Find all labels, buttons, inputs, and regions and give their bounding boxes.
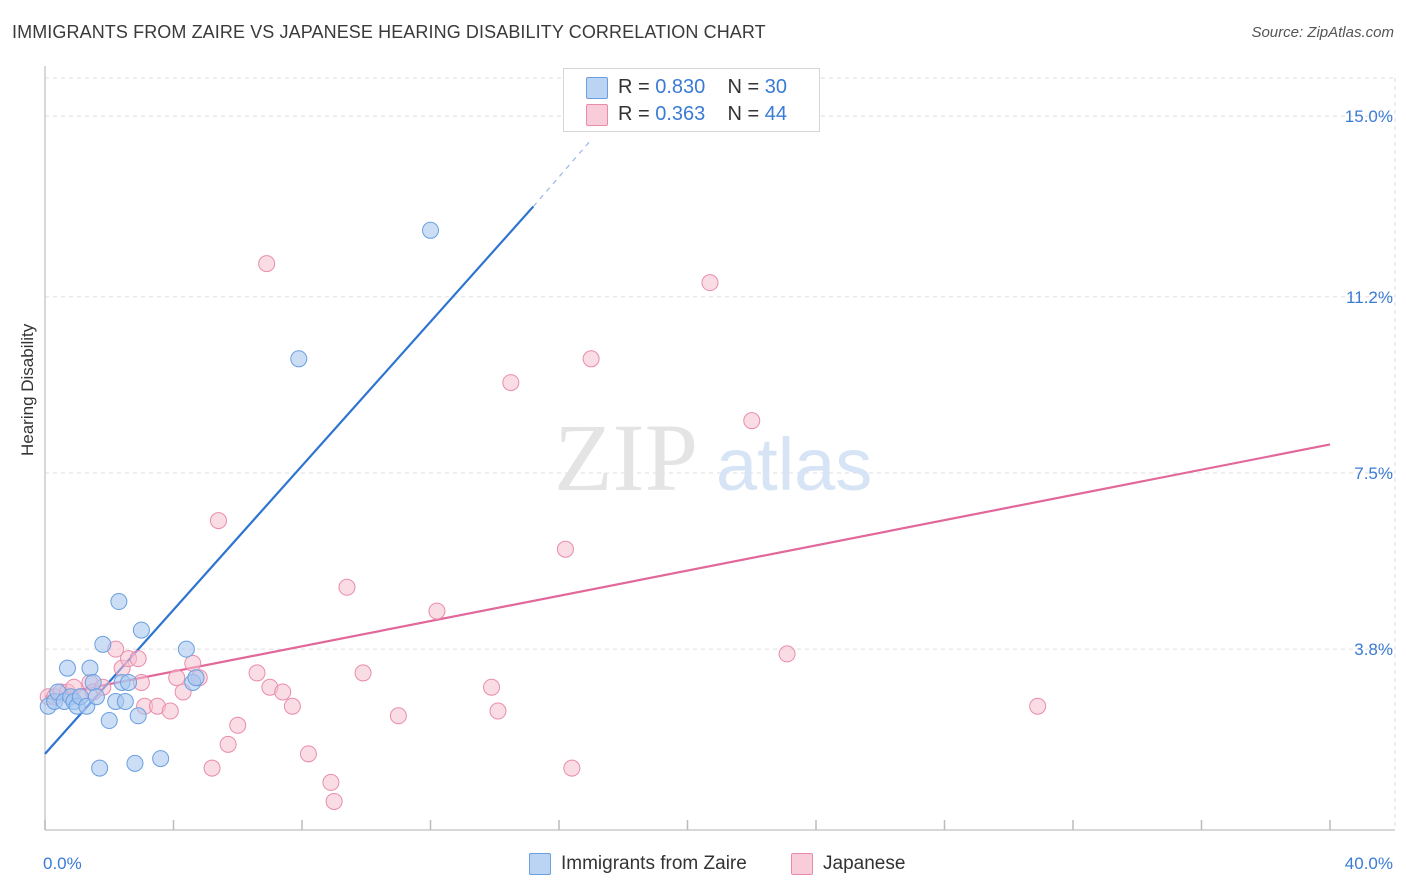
data-point-japanese — [502, 374, 520, 392]
legend-swatch-pink — [791, 853, 813, 875]
legend-r-value: 0.830 — [655, 76, 706, 98]
data-point-japanese — [582, 350, 600, 368]
data-point-japanese — [428, 602, 446, 620]
data-point-japanese — [209, 512, 227, 530]
data-point-japanese — [325, 792, 343, 810]
data-point-japanese — [168, 669, 186, 687]
data-point-japanese — [778, 645, 796, 663]
trend-line-zaire-extension — [532, 139, 592, 207]
source-label: Source: ZipAtlas.com — [1251, 24, 1394, 41]
legend-swatch-blue — [529, 853, 551, 875]
data-point-zaire — [422, 221, 439, 239]
data-point-japanese — [161, 702, 179, 720]
data-point-japanese — [563, 759, 581, 777]
data-point-zaire — [91, 759, 109, 777]
data-point-japanese — [483, 678, 501, 696]
legend-n-value: 44 — [764, 103, 788, 125]
y-tick-label: 7.5% — [1354, 464, 1393, 483]
data-point-zaire — [126, 754, 144, 772]
data-point-zaire — [100, 712, 118, 730]
y-tick-label: 15.0% — [1345, 107, 1393, 126]
data-point-japanese — [1029, 697, 1047, 715]
data-point-zaire — [290, 350, 308, 368]
data-point-japanese — [322, 773, 340, 791]
legend-label-zaire: Immigrants from Zaire — [561, 853, 747, 874]
data-point-japanese — [274, 683, 292, 701]
data-point-japanese — [258, 255, 276, 273]
x-tick-label: 40.0% — [1345, 854, 1393, 873]
data-point-japanese — [203, 759, 221, 777]
data-point-zaire — [116, 692, 134, 710]
x-tick-label: 0.0% — [43, 854, 82, 873]
data-point-zaire — [187, 669, 205, 687]
legend-swatch-pink — [586, 104, 608, 126]
data-point-japanese — [129, 650, 147, 668]
data-point-japanese — [184, 654, 202, 672]
data-points — [39, 221, 1047, 810]
data-point-japanese — [283, 697, 301, 715]
series-legend: Immigrants from Zaire Japanese — [0, 852, 1406, 878]
data-point-japanese — [701, 274, 719, 292]
data-point-japanese — [354, 664, 372, 682]
watermark-zip: ZIP — [554, 404, 698, 511]
legend-n-label: N = — [727, 103, 765, 125]
data-point-zaire — [58, 659, 76, 677]
legend-r-value: 0.363 — [655, 103, 706, 125]
legend-n-label: N = — [727, 76, 765, 98]
data-point-japanese — [248, 664, 266, 682]
data-point-zaire — [120, 673, 138, 691]
data-point-zaire — [110, 593, 128, 611]
y-axis-label: Hearing Disability — [18, 323, 37, 456]
data-point-japanese — [556, 540, 574, 558]
data-point-zaire — [177, 640, 195, 658]
data-point-japanese — [299, 745, 317, 763]
legend-n-value: 30 — [764, 76, 788, 98]
legend-r-label: R = — [618, 103, 656, 125]
y-tick-label: 3.8% — [1354, 640, 1393, 659]
data-point-japanese — [338, 578, 356, 596]
tick-labels: 3.8% 7.5% 11.2% 15.0% 0.0% 40.0% — [43, 107, 1393, 873]
data-point-zaire — [132, 621, 150, 639]
data-point-zaire — [87, 688, 105, 706]
chart-title: IMMIGRANTS FROM ZAIRE VS JAPANESE HEARIN… — [12, 22, 766, 42]
data-point-zaire — [152, 750, 170, 768]
data-point-japanese — [229, 716, 247, 734]
trend-line-japanese — [44, 443, 1331, 698]
correlation-legend: R = 0.830 N = 30 R = 0.363 N = 44 — [563, 68, 820, 132]
data-point-zaire — [84, 673, 102, 691]
data-point-zaire — [129, 707, 147, 725]
data-point-zaire — [81, 659, 99, 677]
legend-label-japanese: Japanese — [823, 853, 906, 874]
y-tick-label: 11.2% — [1346, 288, 1393, 307]
watermark-atlas: atlas — [716, 423, 872, 506]
legend-swatch-blue — [586, 77, 608, 99]
data-point-japanese — [489, 702, 507, 720]
data-point-japanese — [389, 707, 407, 725]
data-point-japanese — [743, 412, 761, 430]
data-point-zaire — [94, 635, 112, 653]
legend-r-label: R = — [618, 76, 656, 98]
data-point-japanese — [219, 735, 237, 753]
